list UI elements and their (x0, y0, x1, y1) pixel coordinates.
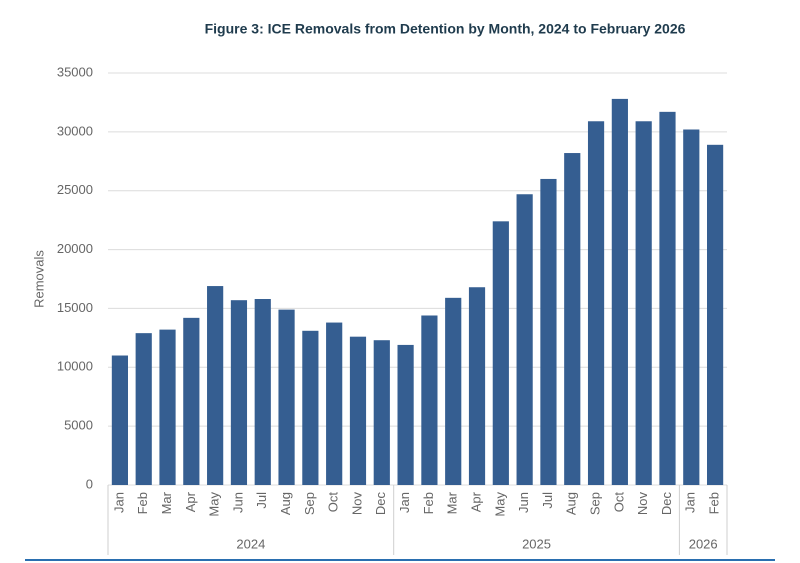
x-tick-label: Jun (230, 492, 245, 513)
bar (159, 329, 176, 485)
x-tick-label: Jul (540, 492, 555, 509)
x-tick-label: Apr (468, 491, 483, 512)
bar (445, 297, 462, 485)
x-tick-label: Apr (183, 491, 198, 512)
bar (397, 344, 414, 485)
y-tick-label: 5000 (64, 418, 93, 433)
bar (254, 299, 271, 485)
y-tick-label: 35000 (57, 64, 93, 79)
bar (635, 121, 652, 486)
bar (302, 330, 319, 485)
x-tick-label: Jan (683, 492, 698, 513)
bar (373, 340, 390, 485)
bar (326, 322, 343, 485)
x-tick-label: May (492, 492, 507, 517)
x-tick-label: Jun (516, 492, 531, 513)
bar (492, 221, 509, 485)
x-tick-label: Nov (349, 492, 364, 516)
bar (207, 286, 224, 485)
x-tick-label: Mar (445, 491, 460, 514)
x-tick-label: Oct (326, 492, 341, 513)
x-tick-label: Sep (302, 492, 317, 515)
x-tick-label: Aug (278, 492, 293, 515)
x-tick-label: Sep (587, 492, 602, 515)
x-tick-label: Jan (111, 492, 126, 513)
y-tick-label: 25000 (57, 182, 93, 197)
x-tick-label: Jan (397, 492, 412, 513)
x-tick-label: May (207, 492, 222, 517)
x-tick-label: Aug (564, 492, 579, 515)
bar (230, 300, 248, 485)
x-group-label: 2025 (522, 536, 551, 551)
x-tick-label: Dec (373, 492, 388, 516)
bar (349, 336, 367, 485)
x-tick-label: Feb (135, 492, 150, 514)
y-axis-label: Removals (31, 250, 46, 308)
bar (540, 178, 557, 485)
bar (707, 144, 724, 485)
x-group-label: 2026 (689, 536, 718, 551)
bar (564, 153, 581, 485)
bar (278, 309, 295, 485)
bar (587, 121, 605, 486)
bar (135, 333, 152, 485)
y-tick-label: 15000 (57, 300, 93, 315)
x-tick-label: Nov (635, 492, 650, 516)
y-tick-label: 20000 (57, 241, 93, 256)
bar (421, 315, 438, 485)
x-tick-label: Feb (707, 492, 722, 514)
bar (468, 287, 486, 485)
x-tick-label: Dec (659, 492, 674, 516)
bar (659, 111, 676, 486)
x-tick-label: Mar (159, 491, 174, 514)
y-tick-label: 30000 (57, 123, 93, 138)
bar (516, 194, 533, 485)
bar (183, 317, 200, 485)
x-tick-label: Oct (611, 492, 626, 513)
chart-title: Figure 3: ICE Removals from Detention by… (205, 21, 686, 37)
x-group-label: 2024 (236, 536, 265, 551)
bar (611, 98, 628, 485)
bar (683, 129, 700, 485)
y-tick-label: 0 (86, 476, 93, 491)
y-tick-label: 10000 (57, 359, 93, 374)
x-tick-label: Jul (254, 492, 269, 509)
bar (111, 355, 128, 485)
x-tick-label: Feb (421, 492, 436, 514)
